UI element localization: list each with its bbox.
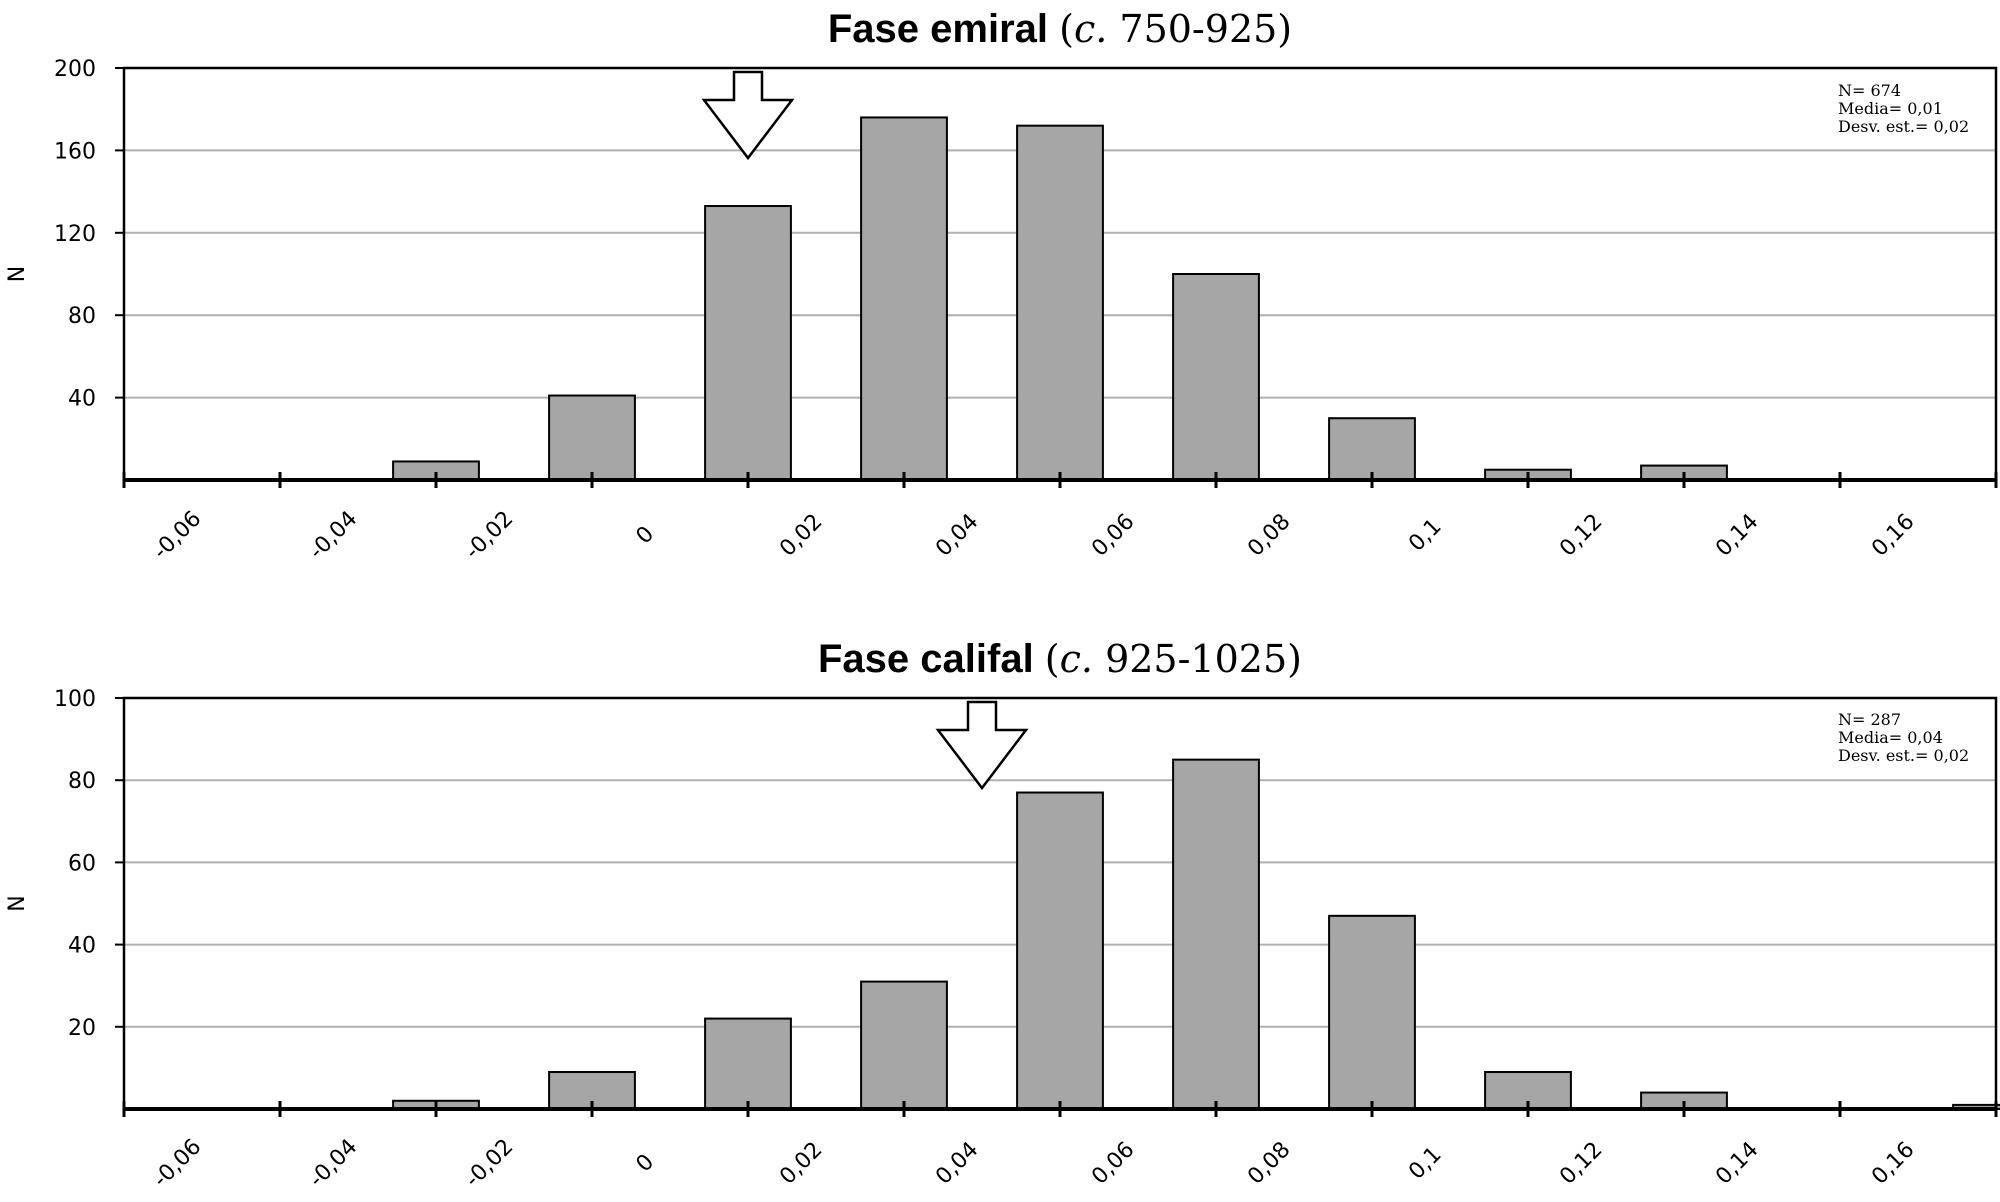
chart-title-open: ( — [1045, 637, 1060, 681]
x-tick-label: 0,08 — [1243, 509, 1295, 561]
bar — [704, 205, 792, 482]
y-tick-label: 80 — [68, 769, 96, 794]
chart-title-italic: c. — [1074, 7, 1107, 51]
y-tick-label: 160 — [54, 139, 96, 164]
y-tick-label: 20 — [68, 1016, 96, 1041]
mean-arrow-icon — [935, 700, 1029, 791]
x-tick-label: 0 — [632, 1150, 660, 1178]
x-tick-label: 0,12 — [1555, 1137, 1607, 1189]
x-tick-label: 0,1 — [1404, 1142, 1446, 1184]
stats-line: N= 674 — [1838, 81, 1901, 100]
x-tick-label: 0,06 — [1087, 1137, 1139, 1189]
bar — [704, 1017, 792, 1111]
x-tick-label: -0,02 — [460, 1134, 518, 1192]
bar — [1172, 758, 1260, 1111]
x-tick-label: 0,16 — [1867, 1137, 1919, 1189]
x-tick-label: 0,14 — [1711, 509, 1763, 561]
chart-title: Fase califal (c. 925-1025) — [818, 637, 1302, 681]
x-tick-label: 0,02 — [775, 509, 827, 561]
chart-title-open: ( — [1059, 7, 1074, 51]
x-tick-label: -0,06 — [148, 506, 206, 564]
x-tick-label: 0,08 — [1243, 1137, 1295, 1189]
stats-line: Desv. est.= 0,02 — [1838, 746, 1969, 765]
chart-panel-2: Fase califal (c. 925-1025) 20 40 60 80 100 -0,… — [5, 637, 2000, 1192]
x-tick-label: 0,14 — [1711, 1137, 1763, 1189]
x-tick-label: -0,04 — [304, 1134, 362, 1192]
bar — [860, 116, 948, 481]
y-tick-label: 40 — [68, 387, 96, 412]
stats-line: Media= 0,01 — [1838, 99, 1943, 118]
chart-title-rest: 750-925) — [1107, 7, 1292, 51]
bar — [1328, 417, 1416, 482]
x-tick-label: -0,04 — [304, 506, 362, 564]
x-tick-label: 0,02 — [775, 1137, 827, 1189]
chart-title-bold: Fase califal — [818, 637, 1045, 681]
stats-line: N= 287 — [1838, 710, 1901, 729]
x-tick-label: 0,04 — [931, 1137, 983, 1189]
bar — [860, 980, 948, 1111]
x-tick-label: 0 — [632, 522, 660, 550]
bar — [1016, 791, 1104, 1111]
bar — [1016, 124, 1104, 482]
chart-panel-1: Fase emiral (c. 750-925) 40 80 120 160 200 -0,… — [5, 7, 1998, 564]
chart-title: Fase emiral (c. 750-925) — [828, 7, 1292, 51]
y-axis-label: N — [5, 266, 30, 282]
x-tick-label: -0,02 — [460, 506, 518, 564]
chart-title-bold: Fase emiral — [828, 7, 1059, 51]
bar — [1328, 914, 1416, 1111]
mean-arrow-icon — [701, 70, 795, 161]
bar — [1172, 273, 1260, 481]
y-tick-label: 60 — [68, 851, 96, 876]
y-axis-label: N — [5, 895, 30, 911]
x-tick-label: 0,1 — [1404, 514, 1446, 556]
y-tick-label: 40 — [68, 934, 96, 959]
bar — [548, 394, 636, 482]
chart-title-italic: c. — [1060, 637, 1093, 681]
y-tick-label: 200 — [54, 57, 96, 82]
y-tick-label: 100 — [54, 687, 96, 712]
y-tick-label: 80 — [68, 304, 96, 329]
chart-title-rest: 925-1025) — [1093, 637, 1302, 681]
stats-line: Desv. est.= 0,02 — [1838, 117, 1969, 136]
stats-line: Media= 0,04 — [1838, 728, 1943, 747]
x-tick-label: -0,06 — [148, 1134, 206, 1192]
x-tick-label: 0,04 — [931, 509, 983, 561]
y-tick-label: 120 — [54, 222, 96, 247]
x-tick-label: 0,12 — [1555, 509, 1607, 561]
x-tick-label: 0,06 — [1087, 509, 1139, 561]
x-tick-label: 0,16 — [1867, 509, 1919, 561]
